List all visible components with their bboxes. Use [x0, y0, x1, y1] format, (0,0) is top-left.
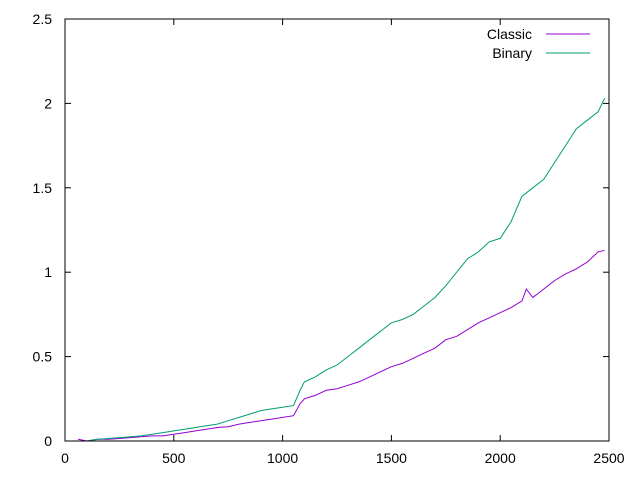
y-tick-label: 0 [44, 433, 52, 449]
y-tick-label: 1.5 [33, 180, 53, 196]
x-tick-label: 0 [61, 450, 69, 466]
x-tick-label: 500 [162, 450, 186, 466]
axis-ticks: 0 500 1000 1500 2000 2500 0 0.5 1 1.5 2 2.5 [33, 11, 625, 466]
plot-frame [64, 18, 610, 442]
x-tick-label: 1500 [376, 450, 407, 466]
series-lines [78, 98, 606, 442]
series-line-classic [78, 249, 605, 442]
x-tick-label: 2500 [593, 450, 624, 466]
y-tick-label: 2.5 [33, 11, 53, 27]
y-tick-label: 0.5 [33, 349, 53, 365]
y-tick-label: 2 [44, 95, 52, 111]
y-tick-label: 1 [44, 264, 52, 280]
legend-label-binary: Binary [492, 45, 532, 61]
legend-label-classic: Classic [487, 26, 532, 42]
legend: Classic Binary [487, 26, 590, 61]
x-tick-label: 1000 [267, 450, 298, 466]
x-tick-label: 2000 [485, 450, 516, 466]
series-line-binary [86, 98, 606, 442]
